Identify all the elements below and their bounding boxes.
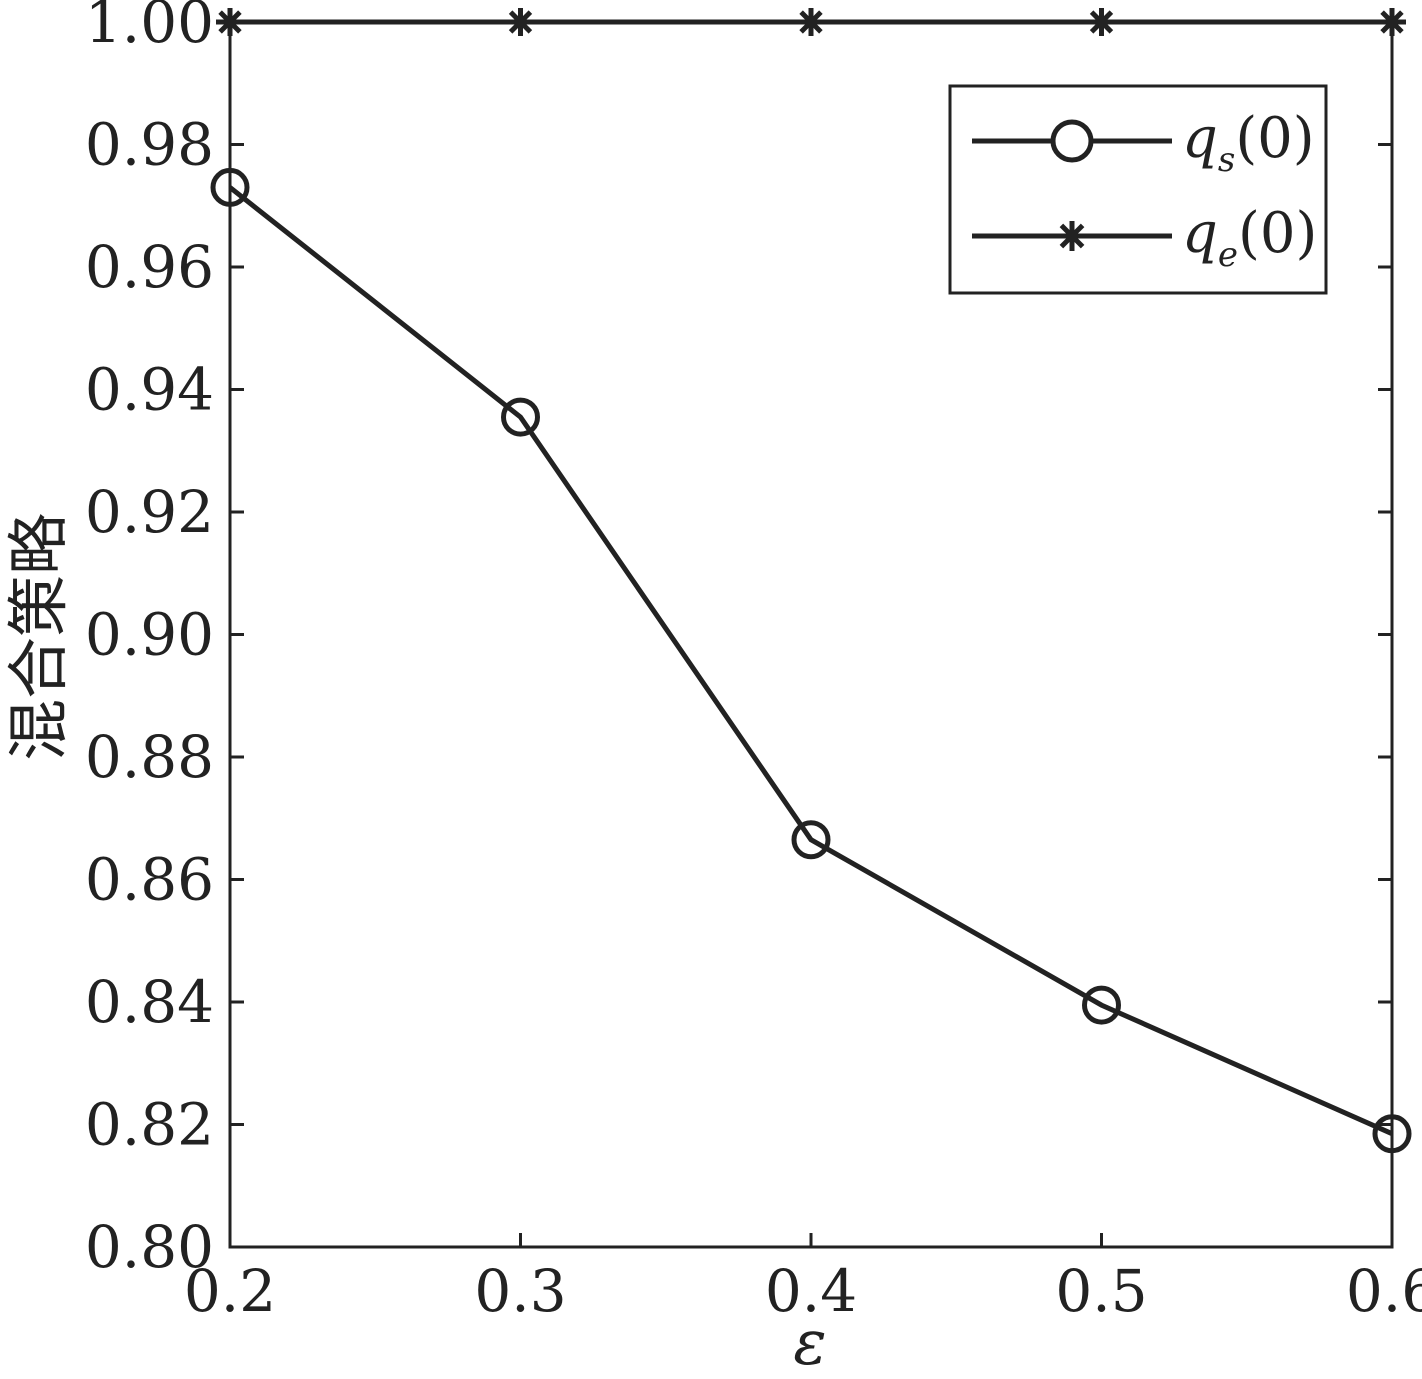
x-tick-label: 0.6 xyxy=(1346,1257,1422,1325)
data-point xyxy=(210,167,250,207)
y-tick-label: 0.98 xyxy=(85,111,214,179)
axes-layer: 0.80 0.82 0.84 0.86 0.88 0.90 0.92 0.94 0.96 0.98… xyxy=(85,0,1422,1325)
legend: qs(0) qe(0) xyxy=(948,84,1328,295)
x-tick-label: 0.5 xyxy=(1055,1257,1147,1325)
data-point xyxy=(501,397,540,437)
series-line xyxy=(228,185,1394,1136)
y-tick-label: 0.94 xyxy=(85,356,214,424)
y-tick-label: 0.92 xyxy=(85,478,214,546)
y-tick-label: 0.82 xyxy=(85,1091,214,1159)
y-tick-label: 1.00 xyxy=(85,0,214,56)
y-tick-label: 0.90 xyxy=(85,601,214,669)
data-point xyxy=(1082,985,1121,1025)
legend-marker xyxy=(1050,119,1094,163)
legend-box xyxy=(948,84,1328,295)
legend-item-s: qs(0) xyxy=(972,106,1315,180)
y-tick-label: 0.86 xyxy=(85,846,214,914)
legend-label: qs(0) xyxy=(1182,106,1315,180)
y-tick-label: 0.88 xyxy=(85,723,214,791)
legend-item-e: qe(0) xyxy=(972,201,1317,275)
data-point xyxy=(791,820,831,860)
y-axis-title: 混合策略 xyxy=(2,513,75,761)
x-tick-label: 0.2 xyxy=(184,1257,276,1325)
legend-marker xyxy=(1057,221,1087,251)
x-axis-title: ε xyxy=(793,1306,826,1379)
series-s xyxy=(210,167,1412,1154)
x-tick-label: 0.4 xyxy=(765,1257,857,1325)
data-point xyxy=(1372,1114,1412,1154)
x-tick-label: 0.3 xyxy=(474,1257,566,1325)
y-tick-label: 0.96 xyxy=(85,233,214,301)
y-tick-label: 0.84 xyxy=(85,968,214,1036)
legend-label: qe(0) xyxy=(1182,201,1317,275)
y-tick-label: 0.80 xyxy=(85,1213,214,1281)
